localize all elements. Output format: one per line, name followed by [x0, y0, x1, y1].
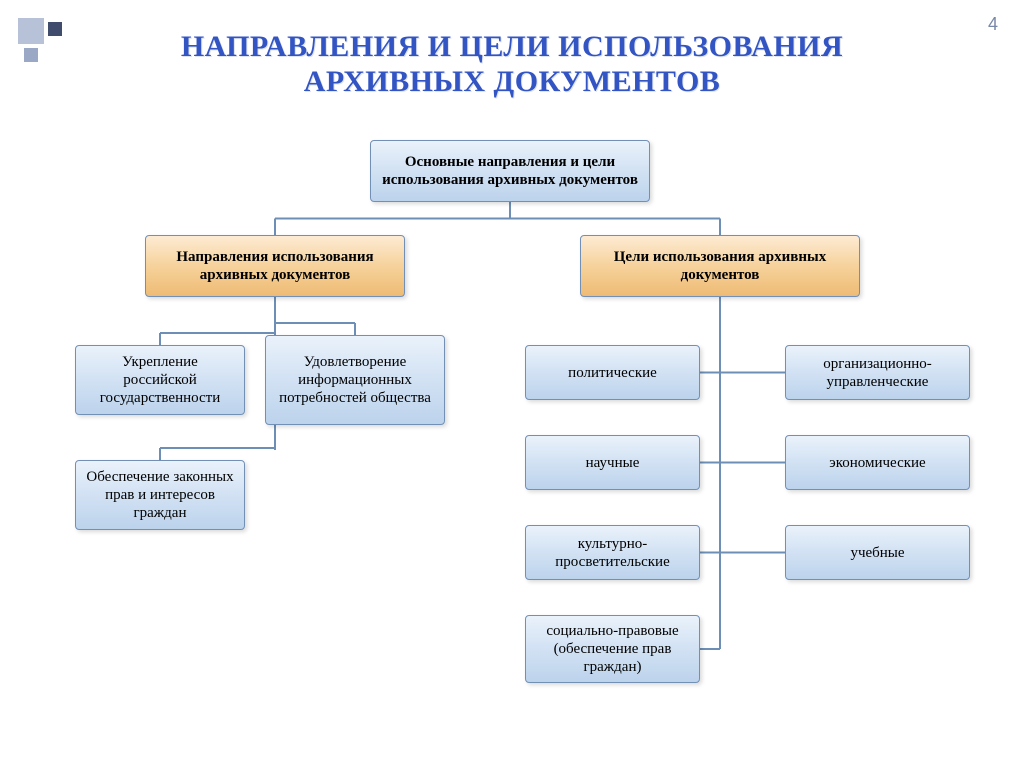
level1-node-0: Направления использования архивных докум… [145, 235, 405, 297]
goals-left-2: культурно-просветительские [525, 525, 700, 580]
title-line-2: АРХИВНЫХ ДОКУМЕНТОВ [304, 65, 721, 98]
title-line-1: НАПРАВЛЕНИЯ И ЦЕЛИ ИСПОЛЬЗОВАНИЯ [181, 30, 843, 63]
directions-child-1: Удовлетворение информационных потребност… [265, 335, 445, 425]
goals-right-2: учебные [785, 525, 970, 580]
directions-child-2: Обеспечение законных прав и интересов гр… [75, 460, 245, 530]
directions-child-0: Укрепление российской государственности [75, 345, 245, 415]
goals-left-1: научные [525, 435, 700, 490]
level1-node-1: Цели использования архивных документов [580, 235, 860, 297]
goals-right-1: экономические [785, 435, 970, 490]
goals-left-3: социально-правовые (обеспечение прав гра… [525, 615, 700, 683]
org-chart-diagram: Основные направления и цели использовани… [0, 130, 1024, 750]
goals-right-0: организационно-управленческие [785, 345, 970, 400]
goals-left-0: политические [525, 345, 700, 400]
slide-title: НАПРАВЛЕНИЯ И ЦЕЛИ ИСПОЛЬЗОВАНИЯ АРХИВНЫ… [0, 30, 1024, 99]
root-node: Основные направления и цели использовани… [370, 140, 650, 202]
